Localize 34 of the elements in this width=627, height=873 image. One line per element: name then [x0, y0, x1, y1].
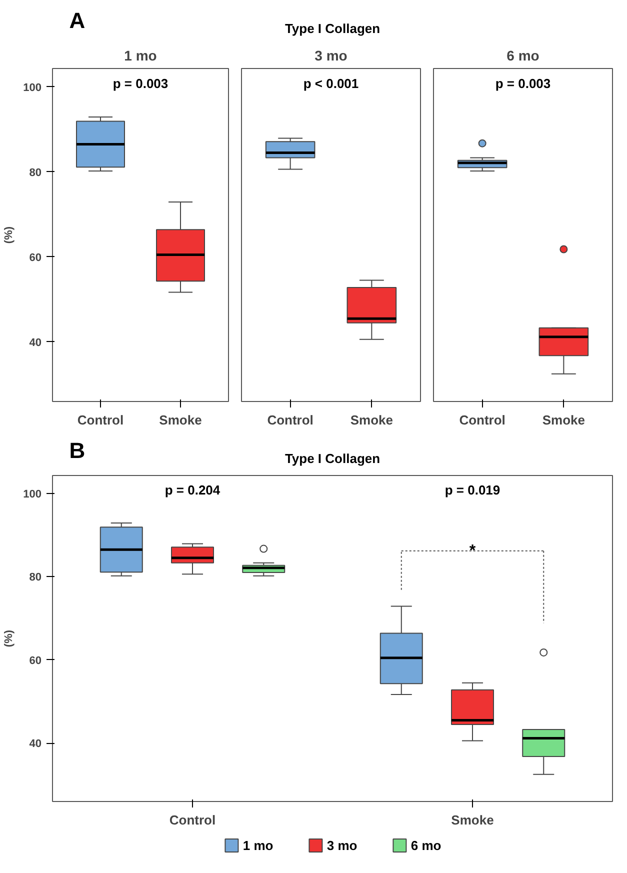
x-tick-label: Control [77, 412, 124, 428]
annotation: p = 0.003 [495, 76, 551, 91]
y-tick-label: 60 [29, 252, 42, 264]
x-tick-label: Control [267, 412, 314, 428]
y-tick-label: 100 [23, 488, 42, 500]
chart-title: 3 mo [314, 48, 348, 64]
y-tick-label: 40 [29, 336, 42, 349]
annotation: p < 0.001 [303, 76, 359, 91]
y-axis-title: (%) [3, 226, 16, 244]
x-tick-label: Smoke [159, 412, 202, 428]
legend-label: 3 mo [326, 838, 358, 853]
annotation: p = 0.003 [112, 76, 168, 91]
y-tick-label: 80 [29, 572, 42, 584]
text: Type I Collagen [284, 21, 380, 36]
text: B [69, 438, 86, 463]
legend-label: 1 mo [242, 838, 274, 853]
x-tick-label: Smoke [542, 412, 586, 428]
y-tick-label: 80 [29, 166, 42, 179]
annotation: * [469, 542, 476, 560]
legend-label: 6 mo [410, 838, 442, 853]
text: Type I Collagen [284, 451, 380, 466]
y-tick-label: 40 [29, 738, 42, 750]
annotation: p = 0.204 [164, 482, 221, 498]
annotation: p = 0.019 [444, 482, 500, 498]
x-tick-label: Smoke [350, 412, 394, 428]
text: A [69, 8, 86, 33]
x-tick-label: Control [459, 412, 506, 428]
y-axis-title: (%) [3, 630, 16, 648]
chart-title: 6 mo [506, 48, 540, 64]
y-tick-label: 60 [29, 654, 42, 667]
y-tick-label: 100 [23, 82, 42, 94]
x-tick-label: Control [169, 812, 216, 828]
chart-title: 1 mo [124, 48, 157, 64]
x-tick-label: Smoke [451, 812, 494, 828]
